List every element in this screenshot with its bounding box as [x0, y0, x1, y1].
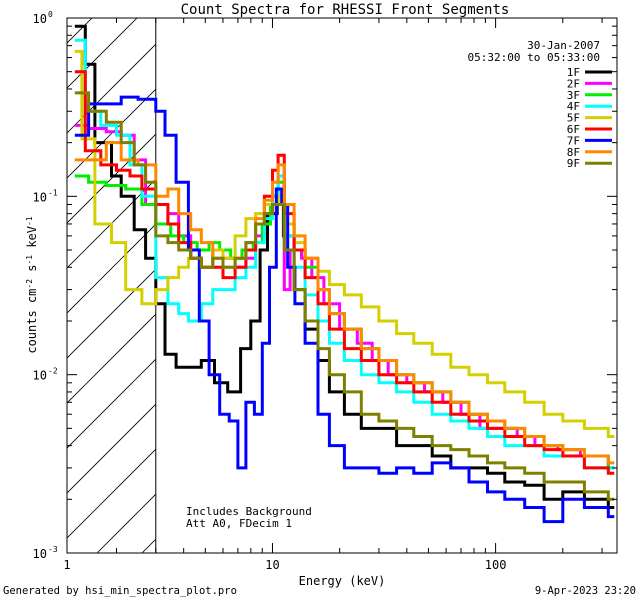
generated-by-label: Generated by hsi_min_spectra_plot.pro — [3, 585, 237, 597]
legend-label-5F: 5F — [567, 112, 580, 125]
timestamp-label: 9-Apr-2023 23:20 — [535, 585, 636, 597]
series-line-7F — [74, 95, 615, 524]
hatch-line — [67, 43, 156, 134]
y-axis-label-exp3: -1 — [25, 216, 34, 226]
y-axis-label-text: counts cm — [25, 289, 39, 354]
annotation-attenuator: Att A0, FDecim 1 — [186, 517, 292, 530]
hatch-line — [67, 88, 156, 179]
y-axis-label-mid: s — [25, 265, 39, 279]
legend-label-7F: 7F — [567, 134, 580, 147]
hatch-line — [457, 0, 640, 553]
plot-frame — [66, 17, 618, 554]
series-layer — [74, 24, 615, 524]
y-tick-label: 10 — [33, 369, 47, 383]
y-tick-label-exponent: 0 — [48, 10, 53, 19]
series-line-8F — [74, 141, 615, 465]
hatch-line — [67, 18, 93, 44]
x-tick-label: 10 — [265, 558, 279, 572]
x-tick-label: 100 — [485, 558, 507, 572]
hatch-line — [141, 538, 156, 553]
hatch-line — [67, 18, 138, 89]
time-range-label: 05:32:00 to 05:33:00 — [468, 51, 600, 64]
axis-ticks — [67, 17, 617, 554]
y-axis-label-exp1: -2 — [25, 279, 34, 289]
series-line-9F — [74, 91, 615, 501]
y-tick-label: 10 — [33, 190, 47, 204]
y-axis-label: counts cm-2 s-1 keV-1 — [25, 216, 39, 353]
x-tick-labels: 1 10 100 — [63, 558, 506, 572]
hatch-line — [67, 223, 156, 314]
x-axis-label: Energy (keV) — [299, 574, 386, 588]
hatch-line — [67, 313, 156, 404]
legend-label-9F: 9F — [567, 157, 580, 170]
date-label: 30-Jan-2007 — [527, 39, 600, 52]
y-tick-label-exponent: -3 — [48, 545, 58, 554]
hatch-line — [67, 403, 156, 494]
legend-label-8F: 8F — [567, 146, 580, 159]
y-tick-label-exponent: -2 — [48, 367, 58, 376]
y-tick-label-exponent: -1 — [48, 188, 58, 197]
legend-label-3F: 3F — [567, 89, 580, 102]
y-axis-label-end: keV — [25, 226, 39, 255]
x-tick-label: 1 — [63, 558, 70, 572]
chart-title: Count Spectra for RHESSI Front Segments — [181, 2, 510, 18]
legend-label-2F: 2F — [567, 77, 580, 90]
hatch-line — [67, 178, 156, 269]
y-tick-label: 10 — [33, 547, 47, 561]
y-tick-label: 10 — [33, 12, 47, 26]
hatch-line — [67, 448, 156, 539]
annotation-background: Includes Background — [186, 505, 312, 518]
legend-label-6F: 6F — [567, 123, 580, 136]
y-axis-label-exp2: -1 — [25, 255, 34, 265]
legend-label-1F: 1F — [567, 66, 580, 79]
legend-label-4F: 4F — [567, 100, 580, 113]
